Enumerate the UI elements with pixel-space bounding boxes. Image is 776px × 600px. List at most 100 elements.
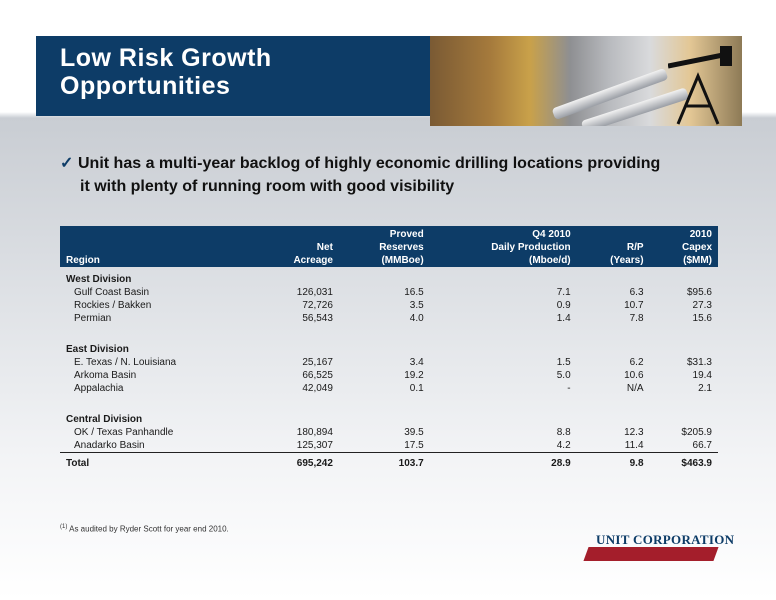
table-cell: 0.1 (409, 383, 424, 394)
checkmark-icon: ✓ (60, 155, 74, 172)
table-cell: 66.7 (692, 440, 712, 451)
table-cell: 3.5 (409, 300, 424, 311)
col-header (256, 226, 339, 241)
table-cell: 12.3 (624, 427, 644, 438)
division-row: West Division (60, 267, 718, 286)
table-cell: 126,031 (296, 287, 333, 298)
table-cell: 72,726 (302, 300, 333, 311)
header-row: Region Acreage (MMBoe) (Mboe/d) (Years) … (60, 254, 718, 267)
title-line-2: Opportunities (60, 72, 231, 100)
col-header (60, 226, 257, 241)
spacer-row (60, 325, 718, 337)
table-cell: N/A (626, 383, 644, 394)
col-header: 2010 (649, 226, 718, 241)
table-cell: 39.5 (404, 427, 424, 438)
table-cell: 10.6 (624, 370, 644, 381)
col-header: Region (60, 254, 257, 267)
table-cell: 7.1 (556, 287, 571, 298)
table-cell: 19.4 (692, 370, 712, 381)
table-cell: 25,167 (302, 357, 333, 368)
table-cell: 56,543 (302, 313, 333, 324)
col-header: ($MM) (649, 254, 718, 267)
division-summary-table: Proved Q4 2010 2010 Net Reserves Daily P… (60, 226, 718, 470)
division-name: East Division (66, 344, 129, 355)
table-cell: $31.3 (686, 357, 712, 368)
footnote-text: As audited by Ryder Scott for year end 2… (69, 524, 229, 534)
company-logo: UNIT CORPORATION (596, 532, 735, 547)
table-cell: 16.5 (404, 287, 424, 298)
col-header: Net (256, 241, 339, 254)
col-header (60, 241, 257, 254)
table-cell: 3.4 (409, 357, 424, 368)
table-cell: $95.6 (686, 287, 712, 298)
table-cell: 15.6 (692, 313, 712, 324)
table-cell: - (567, 383, 571, 394)
table-row: Arkoma Basin 66,525 19.2 5.0 10.6 19.4 (60, 369, 718, 382)
table-cell: $205.9 (681, 427, 712, 438)
region-cell: OK / Texas Panhandle (74, 427, 174, 438)
region-cell: Rockies / Bakken (74, 300, 152, 311)
total-row: Total 695,242 103.7 28.9 9.8 $463.9 (60, 452, 718, 470)
header-photo-collage (430, 36, 742, 126)
table-row: Appalachia 42,049 0.1 - N/A 2.1 (60, 382, 718, 395)
col-header: Proved (338, 226, 430, 241)
table-row: Permian 56,543 4.0 1.4 7.8 15.6 (60, 312, 718, 325)
table-cell: 11.4 (624, 440, 644, 451)
table-cell: 4.0 (409, 313, 424, 324)
key-point-bullet: ✓ Unit has a multi-year backlog of highly… (60, 152, 720, 198)
col-header: Q4 2010 (429, 226, 577, 241)
table-cell: 5.0 (556, 370, 571, 381)
table-cell: 180,894 (296, 427, 333, 438)
total-cell: 103.7 (338, 452, 430, 470)
table-cell: 4.2 (556, 440, 571, 451)
region-cell: E. Texas / N. Louisiana (74, 357, 177, 368)
title-line-1: Low Risk Growth (60, 44, 272, 72)
table-cell: 6.2 (629, 357, 644, 368)
spacer-cell (60, 325, 718, 337)
region-cell: Arkoma Basin (74, 370, 137, 381)
table-cell: 1.5 (556, 357, 571, 368)
logo-bar (583, 547, 719, 561)
table-cell: 17.5 (404, 440, 424, 451)
col-header: (Years) (576, 254, 650, 267)
division-name: Central Division (66, 414, 143, 425)
table-row: OK / Texas Panhandle 180,894 39.5 8.8 12.3 $2… (60, 426, 718, 439)
col-header: Acreage (256, 254, 339, 267)
col-header: (MMBoe) (338, 254, 430, 267)
table-cell: 19.2 (404, 370, 424, 381)
header-row: Net Reserves Daily Production R/P Capex (60, 241, 718, 254)
col-header: Reserves (338, 241, 430, 254)
table-cell: 10.7 (624, 300, 644, 311)
total-cell: 28.9 (429, 452, 577, 470)
page-title: Low Risk Growth Opportunities (60, 44, 272, 100)
pumpjack-icon (668, 46, 732, 125)
col-header: Daily Production (429, 241, 577, 254)
table-cell: 1.4 (556, 313, 571, 324)
table-cell: 8.8 (556, 427, 571, 438)
bullet-line-2: it with plenty of running room with good… (80, 178, 455, 195)
col-header: Capex (649, 241, 718, 254)
table-row: E. Texas / N. Louisiana 25,167 3.4 1.5 6.2 $3… (60, 356, 718, 369)
table-cell: 42,049 (302, 383, 333, 394)
table-cell: 0.9 (556, 300, 571, 311)
table-row: Rockies / Bakken 72,726 3.5 0.9 10.7 27.3 (60, 299, 718, 312)
region-cell: Anadarko Basin (74, 440, 145, 451)
col-header: (Mboe/d) (429, 254, 577, 267)
table-cell: 66,525 (302, 370, 333, 381)
footnote-marker: (1) (60, 524, 68, 530)
header-row: Proved Q4 2010 2010 (60, 226, 718, 241)
table-row: Anadarko Basin 125,307 17.5 4.2 11.4 66.7 (60, 439, 718, 453)
table-cell: 6.3 (629, 287, 644, 298)
spacer-row (60, 395, 718, 407)
col-header: R/P (576, 241, 650, 254)
table-cell: 27.3 (692, 300, 712, 311)
table-row: Gulf Coast Basin 126,031 16.5 7.1 6.3 $95.6 (60, 286, 718, 299)
total-label: Total (60, 452, 257, 470)
division-row: East Division (60, 337, 718, 356)
table-cell: 2.1 (698, 383, 712, 394)
table-cell: 125,307 (296, 440, 333, 451)
footnote: (1) As audited by Ryder Scott for year e… (60, 524, 229, 534)
col-header (576, 226, 650, 241)
region-cell: Permian (74, 313, 112, 324)
total-cell: 9.8 (576, 452, 650, 470)
